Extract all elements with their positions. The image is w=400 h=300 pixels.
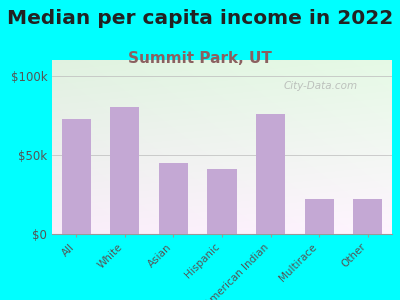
Bar (256, 114, 285, 234)
Text: City-Data.com: City-Data.com (283, 81, 357, 91)
Bar (110, 107, 140, 234)
Text: Median per capita income in 2022: Median per capita income in 2022 (7, 9, 393, 28)
Bar (304, 199, 334, 234)
Text: Summit Park, UT: Summit Park, UT (128, 51, 272, 66)
Bar (353, 199, 382, 234)
Bar (62, 118, 91, 234)
Bar (159, 163, 188, 234)
Bar (208, 169, 236, 234)
